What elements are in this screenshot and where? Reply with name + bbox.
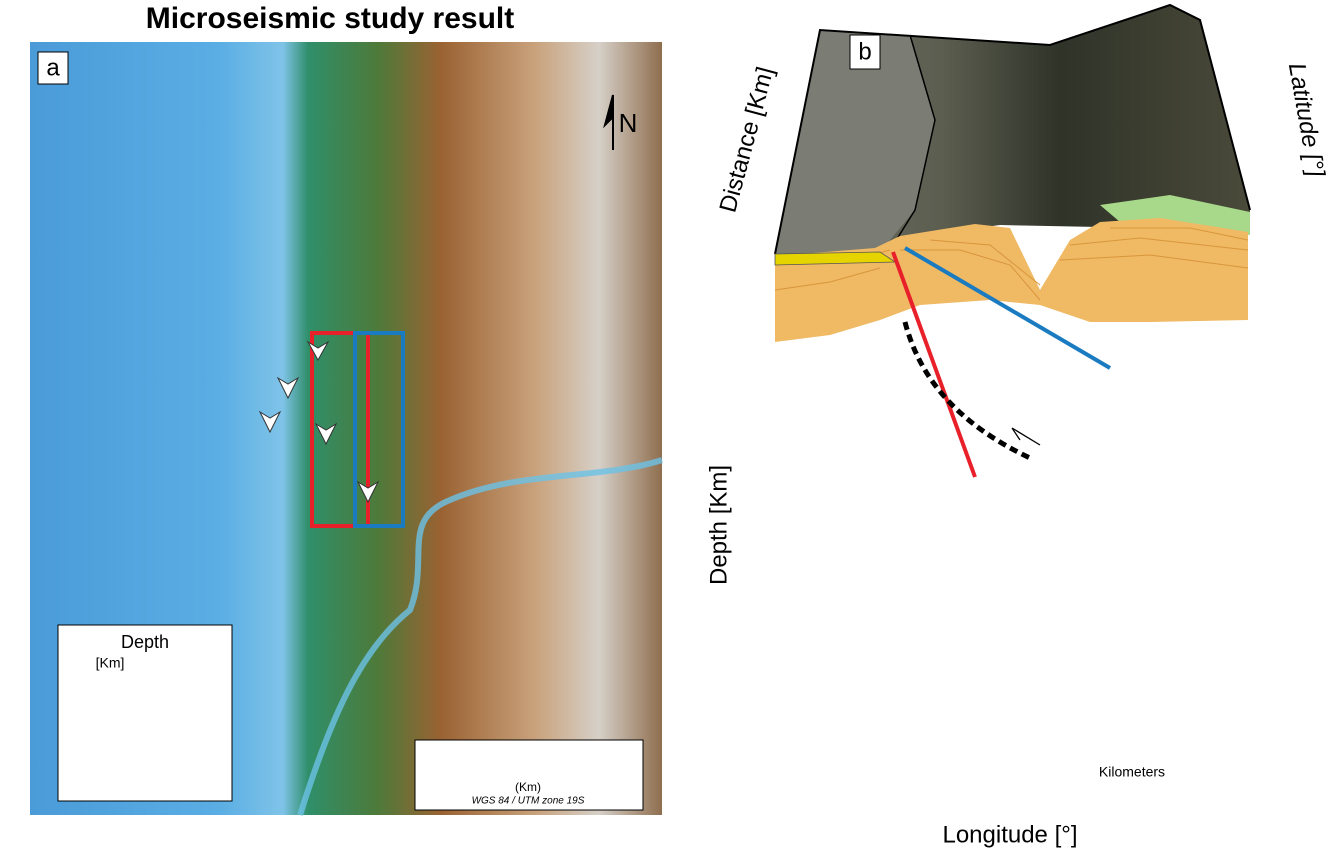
study-box-blue — [353, 331, 405, 528]
x-axis-label: Longitude [°] — [942, 821, 1077, 848]
arrowheads — [258, 340, 380, 504]
panel-label-box — [849, 34, 881, 70]
legend-title: Depth — [121, 632, 169, 652]
figure-title: Microseismic study result — [146, 2, 514, 35]
scalebar-unit: (Km) — [515, 780, 541, 794]
terrain-block — [774, 3, 1251, 342]
interpretation-lines — [891, 246, 1112, 478]
panel-label: a — [46, 54, 60, 81]
study-box-red — [310, 331, 370, 528]
north-label: N — [619, 108, 638, 138]
scalebar-datum: WGS 84 / UTM zone 19S — [472, 796, 585, 807]
y-axis-label: Depth [Km] — [705, 465, 732, 585]
distance-label: Distance [Km] — [715, 64, 780, 215]
panel-label-box — [37, 51, 69, 85]
scalebar-box — [414, 739, 644, 811]
legend-box — [57, 624, 233, 802]
panel-label: b — [858, 38, 871, 65]
north-arrow — [603, 94, 614, 150]
legend-unit: [Km] — [96, 655, 125, 671]
river — [297, 457, 663, 816]
scalebar-title: Kilometers — [1099, 764, 1165, 780]
latitude-label: Latitude [°] — [1283, 61, 1330, 180]
